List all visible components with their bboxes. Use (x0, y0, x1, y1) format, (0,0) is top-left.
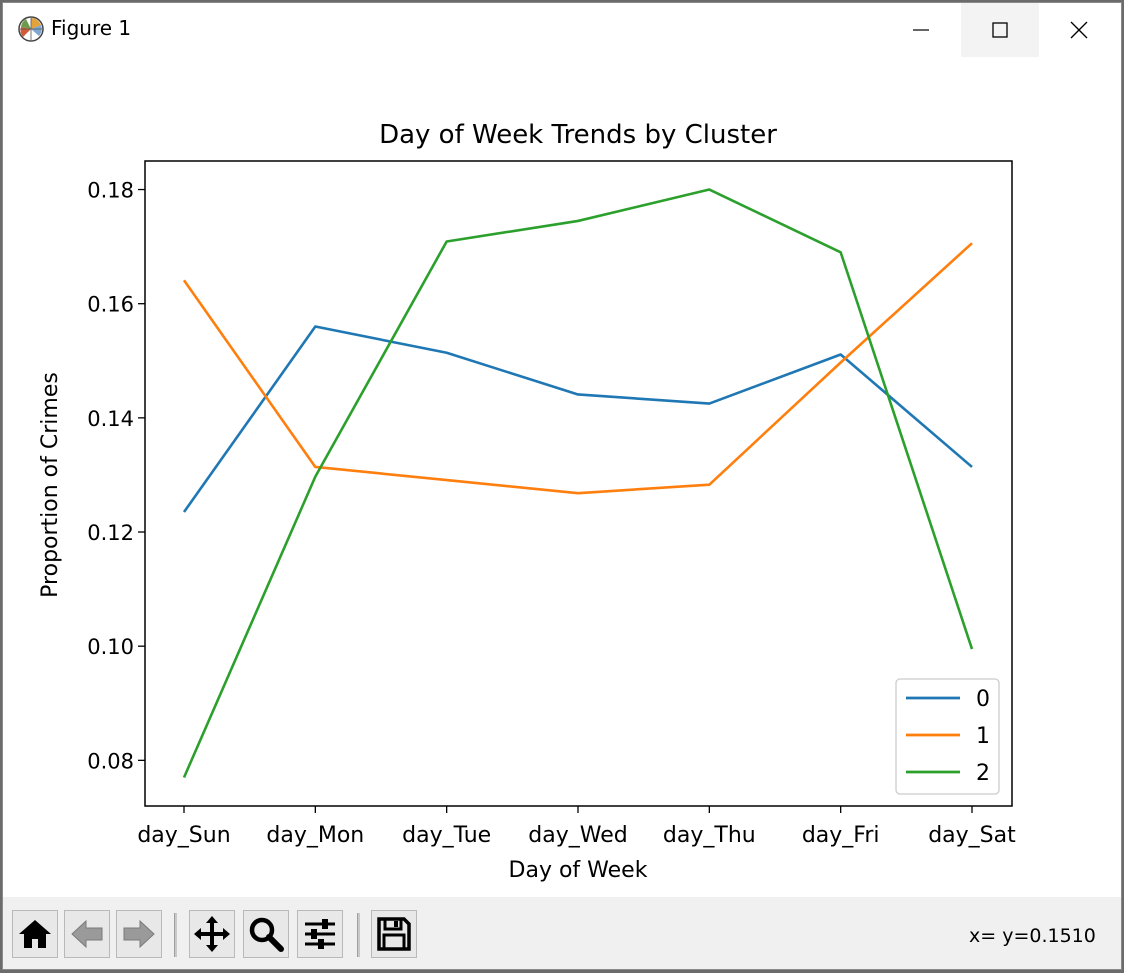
forward-icon (121, 916, 157, 952)
x-axis-label: Day of Week (509, 858, 648, 883)
back-button[interactable] (64, 910, 110, 958)
figure-canvas[interactable]: Day of Week Trends by Cluster 0.08 0.10 0.… (3, 57, 1122, 897)
matplotlib-logo-icon (17, 15, 45, 43)
back-icon (69, 916, 105, 952)
maximize-button[interactable] (961, 3, 1039, 57)
configure-subplots-icon (302, 916, 338, 952)
minimize-icon (912, 21, 930, 39)
navigation-toolbar: x= y=0.1510 (3, 897, 1122, 970)
toolbar-separator (174, 913, 177, 957)
x-tick-label: day_Thu (663, 823, 756, 848)
x-tick-label: day_Fri (802, 823, 880, 848)
x-tick-label: day_Sun (137, 823, 230, 848)
minimize-button[interactable] (882, 3, 960, 57)
forward-button[interactable] (116, 910, 162, 958)
window-title: Figure 1 (51, 16, 131, 40)
home-button[interactable] (12, 910, 58, 958)
home-icon (17, 916, 53, 952)
y-axis-label: Proportion of Crimes (38, 372, 63, 598)
x-axis: day_Sun day_Mon day_Tue day_Wed day_Thu day_F… (137, 806, 1016, 848)
legend-label: 2 (976, 761, 990, 786)
close-button[interactable] (1040, 3, 1118, 57)
legend: 0 1 2 (896, 679, 999, 794)
chart-title: Day of Week Trends by Cluster (379, 120, 777, 150)
y-tick-label: 0.10 (87, 635, 134, 659)
maximize-icon (991, 21, 1009, 39)
save-button[interactable] (371, 910, 417, 958)
cursor-coordinates: x= y=0.1510 (969, 925, 1096, 947)
plot-area (145, 161, 1012, 806)
pan-icon (193, 915, 231, 953)
x-tick-label: day_Tue (402, 823, 491, 848)
zoom-button[interactable] (243, 910, 289, 958)
x-tick-label: day_Wed (528, 823, 627, 848)
y-tick-label: 0.12 (87, 521, 134, 545)
y-tick-label: 0.16 (87, 293, 134, 317)
legend-label: 0 (976, 687, 990, 712)
y-tick-label: 0.18 (87, 179, 134, 203)
zoom-icon (248, 916, 284, 952)
pan-button[interactable] (189, 910, 235, 958)
close-icon (1070, 21, 1088, 39)
y-tick-label: 0.08 (87, 749, 134, 773)
y-tick-label: 0.14 (87, 407, 134, 431)
save-icon (376, 916, 412, 952)
title-bar[interactable]: Figure 1 (3, 3, 1121, 57)
toolbar-separator (357, 913, 360, 957)
line-chart[interactable]: Day of Week Trends by Cluster 0.080.100.… (3, 57, 1122, 897)
legend-label: 1 (976, 724, 990, 749)
y-axis: 0.08 0.10 0.12 0.14 0.16 0.18 (87, 179, 145, 774)
x-tick-label: day_Sat (928, 823, 1016, 848)
x-tick-label: day_Mon (266, 823, 364, 848)
configure-subplots-button[interactable] (297, 910, 343, 958)
